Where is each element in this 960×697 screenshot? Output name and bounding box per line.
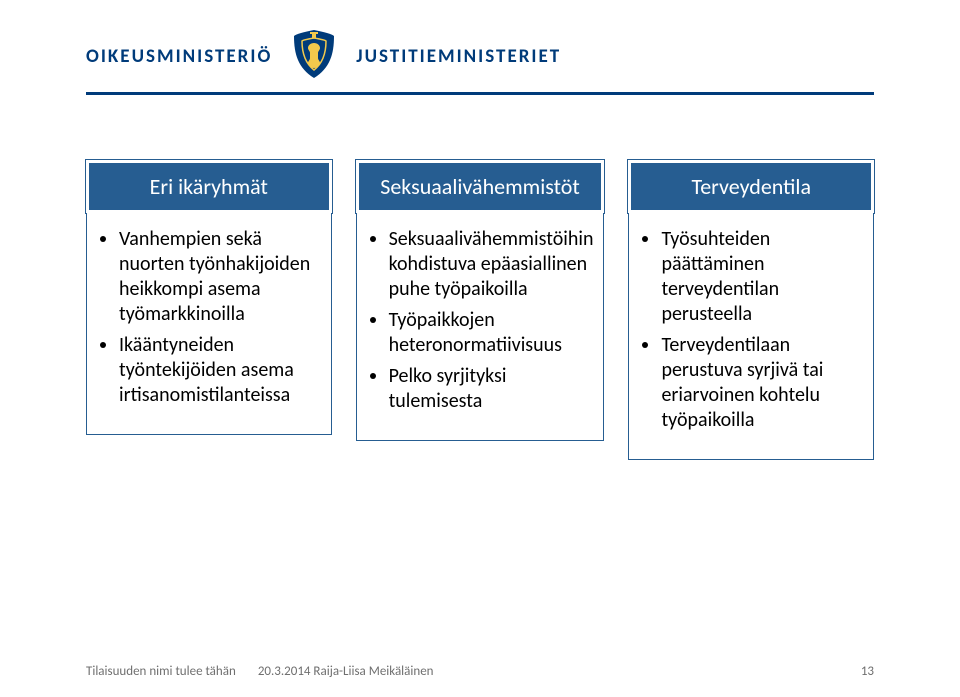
list-item: Terveydentilaan perustuva syrjivä tai er… (661, 333, 863, 433)
list-item-text: Terveydentilaan perustuva syrjivä tai er… (661, 333, 823, 432)
slide-header: OIKEUSMINISTERIÖ JUSTITIEMINISTERIET (86, 28, 874, 92)
list-item-text: Vanhempien sekä nuorten työnhakijoiden h… (119, 227, 310, 326)
footer-center: 20.3.2014 Raija-Liisa Meikäläinen (258, 664, 434, 679)
list-item-text: Työsuhteiden päättäminen terveydentilan … (661, 227, 779, 326)
columns-container: Eri ikäryhmät Vanhempien sekä nuorten työ… (86, 160, 874, 460)
list-item-text: Pelko syrjityksi tulemisesta (389, 364, 507, 413)
slide: OIKEUSMINISTERIÖ JUSTITIEMINISTERIET Eri… (0, 0, 960, 697)
column: Seksuaalivähemmistöt Seksuaalivähemmistöi… (356, 160, 605, 460)
column-title: Eri ikäryhmät (86, 160, 332, 213)
column: Terveydentila Työsuhteiden päättäminen te… (628, 160, 874, 460)
list-item: Pelko syrjityksi tulemisesta (389, 364, 594, 414)
column-body: Vanhempien sekä nuorten työnhakijoiden h… (86, 213, 332, 435)
crest-icon (290, 28, 338, 85)
slide-footer: Tilaisuuden nimi tulee tähän 20.3.2014 R… (86, 664, 874, 679)
list-item-text: Työpaikkojen heteronormatiivisuus (389, 308, 562, 357)
list-item-text: Ikääntyneiden työntekijöiden asema irtis… (119, 333, 294, 407)
ministry-row: OIKEUSMINISTERIÖ JUSTITIEMINISTERIET (86, 28, 874, 85)
header-rule (86, 92, 874, 95)
list-item: Ikääntyneiden työntekijöiden asema irtis… (119, 333, 321, 408)
ministry-swedish: JUSTITIEMINISTERIET (356, 45, 561, 68)
bullet-list: Vanhempien sekä nuorten työnhakijoiden h… (97, 227, 321, 408)
footer-left: Tilaisuuden nimi tulee tähän (86, 664, 236, 679)
bullet-list: Työsuhteiden päättäminen terveydentilan … (639, 227, 863, 433)
column-title: Seksuaalivähemmistöt (356, 160, 605, 213)
list-item: Seksuaalivähemmistöihin kohdistuva epäas… (389, 227, 594, 302)
page-number: 13 (861, 664, 874, 679)
column-body: Työsuhteiden päättäminen terveydentilan … (628, 213, 874, 460)
list-item: Työpaikkojen heteronormatiivisuus (389, 308, 594, 358)
column-body: Seksuaalivähemmistöihin kohdistuva epäas… (356, 213, 605, 441)
column: Eri ikäryhmät Vanhempien sekä nuorten työ… (86, 160, 332, 460)
bullet-list: Seksuaalivähemmistöihin kohdistuva epäas… (367, 227, 594, 414)
list-item-text: Seksuaalivähemmistöihin kohdistuva epäas… (389, 227, 594, 301)
list-item: Työsuhteiden päättäminen terveydentilan … (661, 227, 863, 327)
ministry-finnish: OIKEUSMINISTERIÖ (86, 45, 272, 68)
column-title: Terveydentila (628, 160, 874, 213)
list-item: Vanhempien sekä nuorten työnhakijoiden h… (119, 227, 321, 327)
